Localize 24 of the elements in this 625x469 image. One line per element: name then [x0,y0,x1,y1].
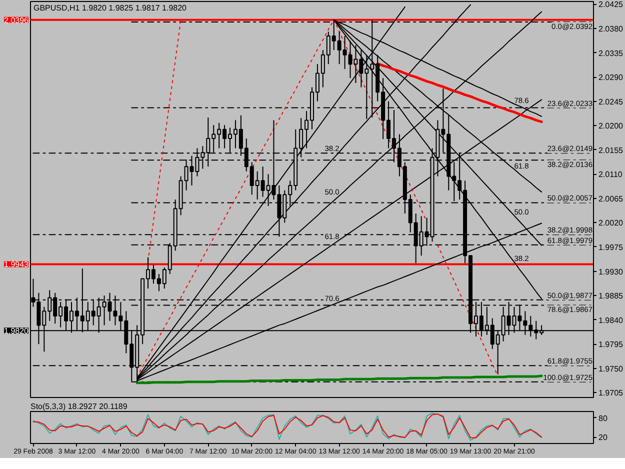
y-tick-label: 2.0065 [598,194,624,204]
y-tick-label: 1.9840 [598,316,624,325]
y-tick-label: 2.0245 [598,97,624,106]
y-tick-label: 20 [598,433,608,442]
y-tick-label: 2.0335 [598,48,624,58]
y-tick-label: 2.0110 [598,170,623,180]
y-tick-label: 2.0155 [598,146,624,155]
y-tick-label: 1.9930 [598,267,624,276]
y-tick-label: 2.0290 [598,73,624,82]
y-tick-label: 80 [598,414,608,423]
y-tick-label: 2.0380 [598,24,624,34]
y-tick-label: 1.9975 [598,242,624,252]
chart-title: GBPUSD,H1 1.9820 1.9825 1.9817 1.9820 [34,4,188,12]
ref-line-label: 2.0396 [4,16,30,25]
y-tick-label: 2.0200 [598,122,624,131]
ref-line-label: 1.9943 [4,260,30,270]
y-tick-label: 1.9705 [598,388,624,398]
y-tick-label: 2.0425 [598,0,624,10]
y-tick-label: 1.9885 [598,292,624,301]
y-tick-label: 1.9750 [598,364,624,374]
y-tick-label: 1.9795 [598,340,624,350]
ref-line-label: 1.9820 [4,326,30,336]
chart-title: Sto(5,3,3) 18.2927 20.1189 [30,402,128,411]
y-tick-label: 2.0020 [598,218,624,228]
